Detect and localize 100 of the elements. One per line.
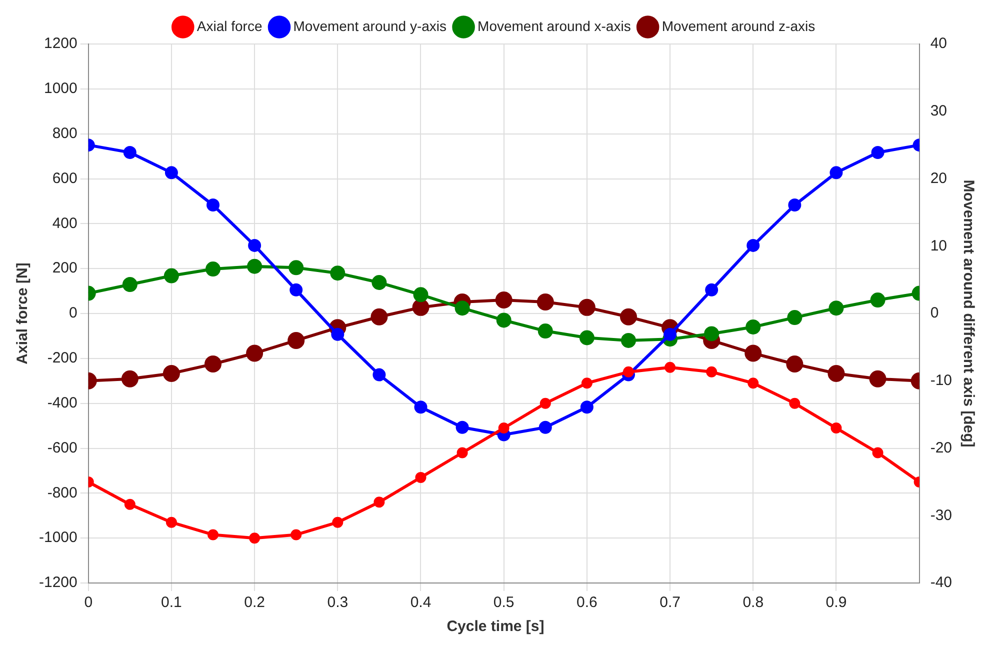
y-tick-label: 1000 [44,80,78,98]
x-tick-label: 0.9 [826,594,847,612]
point [872,447,884,458]
point [121,370,138,388]
point [374,496,385,508]
point [664,362,676,373]
y2-tick-label: 40 [930,35,948,52]
point [288,332,305,349]
point [869,370,886,388]
point [206,262,221,277]
y-tick-label: 0 [69,304,78,322]
point [620,332,636,348]
y-tick-label: 600 [52,170,78,187]
y2-tick-label: -10 [930,372,952,390]
y-tick-label: -1200 [38,574,78,592]
y-tick-label: 800 [52,124,78,142]
y-tick-label: -1000 [38,529,78,546]
y2-tick-label: 0 [930,304,939,322]
point [332,516,344,528]
x-tick-label: 0 [84,594,93,612]
legend-label: Movement around x-axis [478,18,631,34]
point [580,400,594,414]
point [830,166,843,180]
point [248,238,262,252]
x-tick-label: 0.6 [576,594,598,612]
y-tick-label: 200 [52,260,78,277]
point [664,328,677,341]
point [456,420,469,434]
point [828,300,844,316]
point [744,344,762,362]
point [540,398,551,409]
y2-axis-title: Movement around different axis [deg] [960,180,977,448]
point [414,400,428,414]
point [412,298,430,316]
point [204,356,222,373]
point [746,238,760,252]
point [288,260,304,276]
y-tick-label: 1200 [44,35,78,52]
y2-tick-label: 30 [930,102,948,120]
point [620,308,637,326]
point [290,283,303,296]
point [164,166,178,180]
point [164,268,179,284]
point [830,422,842,434]
point [456,447,468,458]
y-tick-label: -600 [47,439,78,456]
point [208,529,219,540]
point [370,308,388,326]
point [372,368,386,382]
point [706,366,718,378]
x-axis-title: Cycle time [s] [446,618,546,635]
y-tick-label: -800 [47,484,78,502]
y2-tick-label: 20 [930,170,948,187]
x-tick-label: 0.4 [410,594,432,612]
y-axis-title: Axial force [N] [14,262,32,364]
point [166,516,177,528]
point [788,198,802,212]
legend-label: Movement around z-axis [662,18,816,34]
point [122,277,138,292]
point [579,330,594,346]
point [705,283,718,296]
point [124,498,136,510]
y2-tick-label: -30 [930,506,952,524]
point [746,319,761,334]
y-tick-label: 400 [52,214,78,232]
x-tick-label: 0.5 [493,594,514,612]
point [538,420,552,434]
point [786,356,804,373]
point [123,146,136,159]
point [704,326,720,342]
point [454,300,470,316]
point [748,378,759,389]
point [871,146,884,159]
point [330,266,346,281]
x-tick-label: 0.7 [660,594,680,612]
legend-label: Axial force [196,18,262,34]
point [495,292,512,309]
point [496,312,512,328]
y-tick-label: -200 [47,350,78,367]
point [247,258,262,274]
point [206,198,220,212]
point [828,364,845,382]
point [787,310,802,326]
point [246,344,264,362]
point [331,328,344,341]
y2-tick-label: -20 [930,439,952,456]
point [789,398,800,409]
point [578,298,596,316]
y2-tick-label: 10 [930,237,948,254]
point [162,364,180,382]
x-tick-label: 0.2 [244,594,265,612]
point [290,529,302,540]
point [581,378,592,389]
point [870,292,886,308]
legend-label: Movement around y-axis [293,18,447,34]
x-tick-label: 0.8 [742,594,764,612]
point [249,532,260,544]
x-tick-label: 0.1 [161,594,182,612]
point [498,422,510,434]
y-tick-label: -400 [47,394,78,412]
